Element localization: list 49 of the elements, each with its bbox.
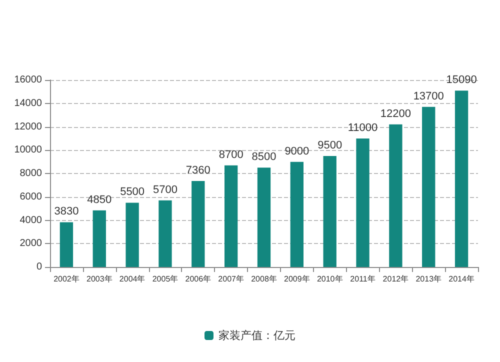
x-tick-label: 2002年 (54, 274, 80, 284)
bar (323, 156, 336, 267)
y-tick-label: 2000 (20, 238, 42, 250)
bar (60, 222, 74, 267)
bar (290, 162, 304, 267)
bar (192, 180, 205, 267)
y-tick-label: 12000 (14, 121, 42, 132)
x-tick-label: 2013年 (416, 274, 442, 284)
bar (92, 210, 106, 267)
bar (257, 168, 271, 267)
y-tick-label: 4000 (20, 214, 42, 226)
x-tick-label: 2005年 (152, 274, 178, 284)
x-tick-label: 2010年 (316, 274, 343, 284)
bar (158, 200, 172, 267)
x-tick-label: 2004年 (119, 274, 146, 284)
data-label: 7360 (186, 164, 210, 176)
data-label: 13700 (413, 90, 444, 102)
data-label: 3830 (54, 206, 79, 218)
legend-label: 家装产值：亿元 (218, 329, 296, 342)
data-label: 5700 (152, 184, 178, 196)
y-tick-label: 6000 (20, 191, 42, 202)
bar (422, 106, 436, 267)
bar (389, 124, 402, 267)
x-tick-label: 2012年 (382, 274, 409, 284)
y-tick-label: 14000 (14, 98, 42, 109)
bar (126, 202, 139, 267)
data-label: 9500 (318, 139, 342, 152)
x-tick-label: 2003年 (86, 274, 112, 284)
data-label: 8700 (218, 148, 244, 161)
x-tick-label: 2007年 (218, 274, 244, 284)
data-label: 4850 (87, 194, 112, 206)
x-tick-label: 2009年 (284, 274, 310, 284)
data-label: 8500 (252, 151, 276, 164)
bar (224, 165, 238, 267)
data-label: 12200 (380, 108, 411, 120)
y-tick-label: 16000 (14, 74, 42, 86)
data-label: 9000 (284, 145, 310, 158)
x-tick-label: 2014年 (448, 274, 474, 284)
y-tick-label: 8000 (20, 168, 42, 179)
bar (356, 138, 370, 267)
x-tick-label: 2006年 (185, 274, 212, 284)
x-tick-label: 2008年 (251, 274, 277, 284)
data-label: 15090 (446, 74, 477, 86)
x-tick-label: 2011年 (350, 274, 376, 284)
data-label: 5500 (120, 186, 145, 198)
y-tick-label: 10000 (14, 144, 42, 156)
data-label: 11000 (348, 122, 378, 134)
bar (454, 90, 468, 267)
y-tick-label: 0 (36, 262, 42, 272)
